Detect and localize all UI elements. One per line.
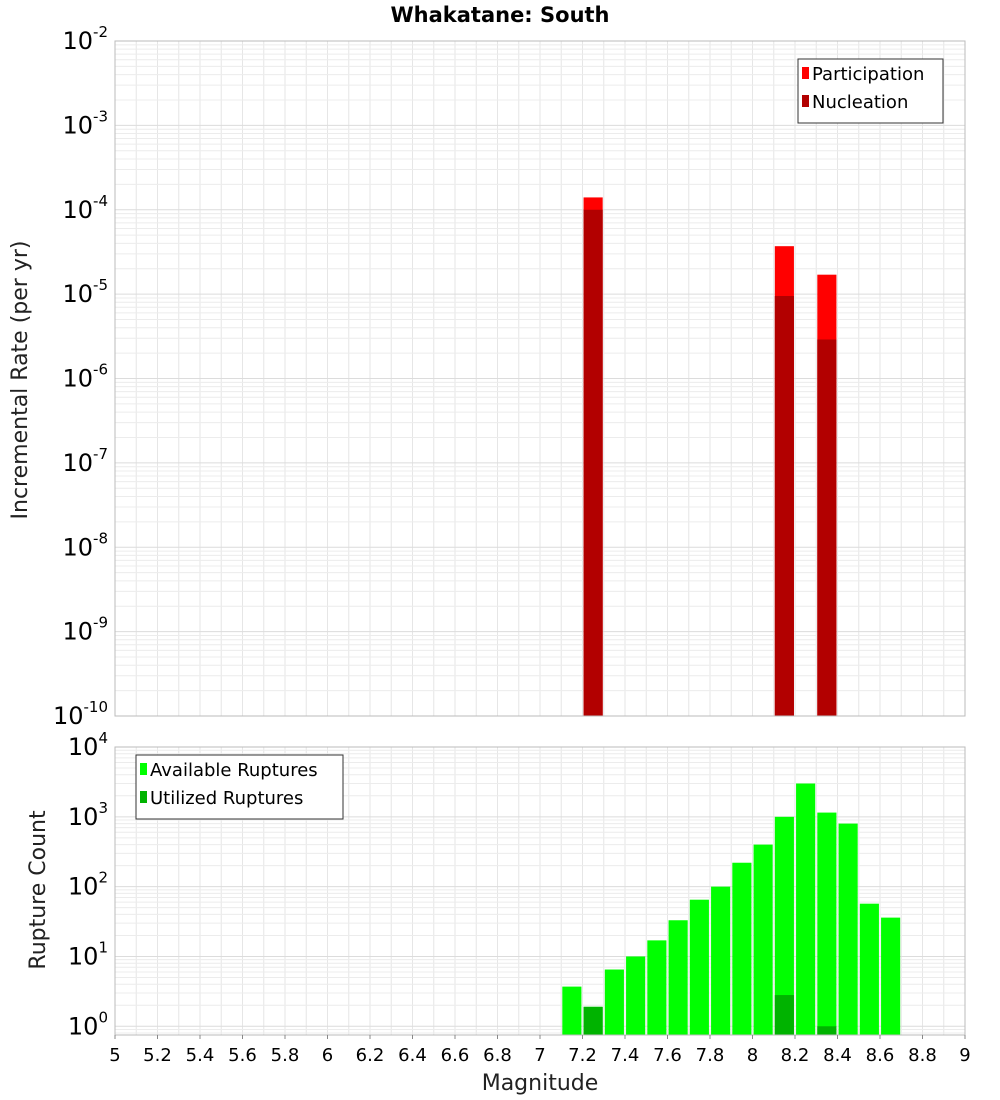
x-ticks: 5 5.2 5.4 5.6 5.8 6 6.2 6.4 6.6 6.8 7 7.2 7.4 7.6 7.8 8…: [109, 1035, 971, 1066]
x-tick-label: 6: [322, 1045, 333, 1066]
legend-label: Available Ruptures: [150, 760, 318, 781]
x-tick-label: 5.2: [143, 1045, 172, 1066]
legend-box: [135, 754, 344, 820]
available-ruptures-bar: [838, 823, 858, 1035]
available-ruptures-bar: [604, 969, 624, 1035]
bottom-y-axis-label: Rupture Count: [26, 810, 51, 970]
x-tick-label: 7.4: [611, 1045, 640, 1066]
y-tick-label: 104: [68, 729, 108, 761]
legend-label: Nucleation: [812, 92, 908, 113]
available-ruptures-bar: [753, 844, 773, 1035]
legend-swatch: [802, 67, 809, 79]
x-tick-label: 8.6: [866, 1045, 895, 1066]
available-ruptures-bar: [796, 783, 816, 1035]
x-tick-label: 8.4: [823, 1045, 852, 1066]
top-grid: [114, 41, 966, 717]
x-tick-label: 5.6: [228, 1045, 257, 1066]
available-ruptures-bar: [774, 816, 794, 1035]
y-tick-label: 10-2: [62, 23, 108, 55]
available-ruptures-bar: [562, 986, 582, 1035]
top-y-ticks: 10-2 10-3 10-4 10-5 10-6 10-7 10-8 10-9 10-10: [53, 23, 108, 730]
x-tick-label: 5: [109, 1045, 120, 1066]
y-tick-label: 103: [68, 799, 108, 831]
bottom-y-ticks: 104 103 102 101 100: [68, 729, 108, 1040]
x-tick-label: 6.2: [356, 1045, 385, 1066]
top-bars: [583, 197, 837, 717]
y-tick-label: 10-7: [62, 445, 108, 477]
y-tick-label: 100: [68, 1008, 108, 1040]
available-ruptures-bar: [668, 920, 688, 1035]
available-ruptures-bar: [626, 956, 646, 1035]
legend-box: [797, 58, 944, 124]
x-tick-label: 8.2: [781, 1045, 810, 1066]
top-legend: Participation Nucleation: [797, 58, 944, 124]
legend-label: Participation: [812, 64, 924, 85]
y-tick-label: 101: [68, 938, 108, 970]
available-ruptures-bar: [859, 903, 879, 1035]
x-tick-label: 9: [959, 1045, 970, 1066]
x-tick-label: 6.8: [483, 1045, 512, 1066]
y-tick-label: 10-4: [62, 192, 108, 224]
y-tick-label: 102: [68, 869, 108, 901]
y-tick-label: 10-3: [62, 107, 108, 139]
y-tick-label: 10-10: [53, 698, 108, 730]
available-ruptures-bar: [732, 862, 752, 1035]
available-ruptures-bar: [817, 812, 837, 1035]
y-tick-label: 10-8: [62, 529, 108, 561]
top-plot-panel: 10-2 10-3 10-4 10-5 10-6 10-7 10-8 10-9 10-10 Par…: [53, 23, 966, 730]
y-tick-label: 10-9: [62, 614, 108, 646]
y-tick-label: 10-6: [62, 361, 108, 393]
bottom-bars: [562, 783, 901, 1035]
x-tick-label: 5.4: [186, 1045, 215, 1066]
available-ruptures-bar: [881, 917, 901, 1035]
nucleation-bar: [583, 209, 603, 716]
nucleation-bar: [774, 296, 794, 716]
top-plot-frame: [114, 40, 966, 717]
available-ruptures-bar: [711, 886, 731, 1035]
available-ruptures-bar: [689, 899, 709, 1035]
utilized-ruptures-bar: [817, 1026, 837, 1035]
x-tick-label: 6.4: [398, 1045, 427, 1066]
utilized-ruptures-bar: [774, 995, 794, 1035]
x-tick-label: 8: [747, 1045, 758, 1066]
bottom-legend: Available Ruptures Utilized Ruptures: [135, 754, 344, 820]
legend-swatch: [802, 95, 809, 107]
x-tick-label: 7.6: [653, 1045, 682, 1066]
available-ruptures-bar: [647, 940, 667, 1035]
y-tick-label: 10-5: [62, 276, 108, 308]
legend-swatch: [140, 763, 147, 775]
chart-title: Whakatane: South: [390, 3, 609, 27]
x-axis-label: Magnitude: [482, 1071, 599, 1096]
x-tick-label: 6.6: [441, 1045, 470, 1066]
x-tick-label: 5.8: [271, 1045, 300, 1066]
legend-label: Utilized Ruptures: [150, 788, 303, 809]
legend-swatch: [140, 791, 147, 803]
nucleation-bar: [817, 339, 837, 716]
x-tick-label: 7: [534, 1045, 545, 1066]
top-y-axis-label: Incremental Rate (per yr): [8, 241, 33, 520]
x-tick-label: 7.8: [696, 1045, 725, 1066]
x-tick-label: 7.2: [568, 1045, 597, 1066]
x-tick-label: 8.8: [908, 1045, 937, 1066]
utilized-ruptures-bar: [583, 1006, 603, 1035]
